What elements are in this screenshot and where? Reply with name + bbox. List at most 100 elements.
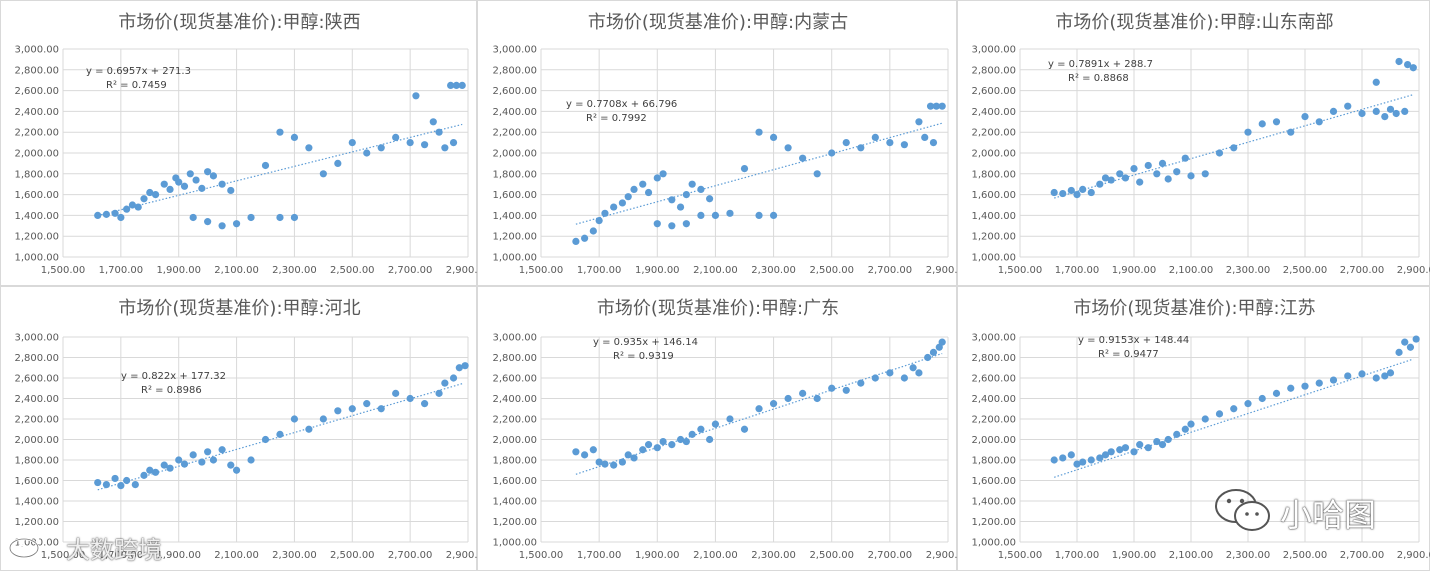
x-tick-label: 2,700.00 — [868, 265, 913, 276]
y-tick-label: 2,000.00 — [14, 149, 59, 160]
data-point — [1401, 338, 1409, 346]
r-squared: R² = 0.9477 — [1098, 349, 1159, 360]
data-point — [769, 133, 778, 141]
data-point — [189, 213, 197, 222]
x-tick-label: 2,700.00 — [868, 550, 913, 561]
data-point — [1244, 128, 1252, 136]
y-tick-label: 1,400.00 — [14, 211, 59, 222]
data-point — [828, 149, 836, 157]
y-tick-label: 3,000.00 — [492, 45, 537, 56]
data-point — [938, 338, 946, 346]
data-point — [688, 430, 696, 438]
data-point — [921, 133, 929, 141]
data-point — [276, 128, 284, 136]
data-point — [1144, 444, 1152, 452]
wechat-icon — [1212, 486, 1274, 540]
x-tick-label: 1,500.00 — [519, 550, 564, 561]
data-point — [392, 389, 400, 397]
data-point — [842, 139, 850, 147]
y-tick-label: 2,000.00 — [492, 149, 537, 160]
data-point — [769, 211, 778, 219]
data-point — [1315, 379, 1323, 387]
data-point — [1215, 149, 1224, 157]
scatter-chart: 市场价(现货基准价):甲醇:广东 1,000.00 1,200.00 1,400.00… — [492, 298, 958, 561]
r-squared: R² = 0.7459 — [106, 80, 167, 91]
data-point — [1136, 178, 1144, 186]
data-point — [1116, 446, 1124, 454]
y-tick-label: 2,200.00 — [14, 128, 59, 139]
y-tick-label: 2,400.00 — [971, 394, 1016, 405]
x-tick-label: 1,700.00 — [99, 550, 144, 561]
data-point — [435, 389, 443, 397]
y-tick-label: 2,400.00 — [971, 107, 1016, 118]
data-point — [1087, 456, 1095, 464]
data-point — [1101, 174, 1110, 182]
data-point — [232, 220, 241, 228]
y-tick-label: 1,600.00 — [14, 190, 59, 201]
data-point — [441, 379, 449, 387]
watermark-right: 小哈图 — [1280, 496, 1377, 534]
y-tick-label: 2,400.00 — [492, 394, 537, 405]
x-tick-label: 2,900.00 — [446, 550, 478, 561]
data-point — [697, 211, 705, 219]
scatter-chart: 市场价(现货基准价):甲醇:河北1,000.001,200.001,400.00… — [14, 298, 478, 561]
data-point — [601, 460, 609, 468]
data-point — [1230, 144, 1238, 152]
data-point — [1381, 113, 1389, 121]
data-point — [618, 458, 626, 466]
data-point — [458, 81, 466, 89]
data-point — [175, 456, 183, 464]
x-tick-label: 1,900.00 — [635, 265, 680, 276]
x-tick-label: 2,100.00 — [693, 550, 738, 561]
y-tick-label: 1,400.00 — [492, 497, 537, 508]
watermark-left: 大数跨境 — [66, 536, 162, 564]
data-point — [1287, 384, 1295, 392]
x-tick-label: 2,100.00 — [1169, 550, 1214, 561]
data-point — [886, 139, 894, 147]
data-point — [799, 154, 807, 162]
y-tick-label: 1,400.00 — [492, 211, 537, 222]
chart-panel-6: 市场价(现货基准价):甲醇:江苏 1,000.00 1,200.00 1,400.00… — [957, 286, 1430, 571]
data-point — [151, 468, 160, 476]
data-point — [218, 446, 226, 454]
data-point — [117, 482, 125, 490]
chart-panel-4: 市场价(现货基准价):甲醇:河北 1,000.00 1,200.00 1,400.00… — [0, 286, 478, 571]
x-tick-label: 2,900.00 — [1397, 265, 1430, 276]
x-tick-label: 1,700.00 — [1055, 550, 1100, 561]
y-tick-label: 1,200.00 — [971, 517, 1016, 528]
y-tick-label: 3,000.00 — [14, 45, 59, 56]
chart-panel-3: 市场价(现货基准价):甲醇:山东南部 1,000.00 1,200.00 1,400.… — [957, 0, 1430, 286]
y-tick-label: 2,600.00 — [14, 86, 59, 97]
y-tick-label: 1,000.00 — [971, 538, 1016, 549]
y-tick-label: 2,000.00 — [971, 435, 1016, 446]
y-tick-label: 1,600.00 — [971, 190, 1016, 201]
x-tick-label: 2,700.00 — [388, 265, 433, 276]
data-point — [447, 81, 455, 89]
trend-line — [1054, 358, 1414, 478]
data-point — [227, 461, 235, 469]
x-tick-label: 2,500.00 — [809, 550, 854, 561]
data-point — [1181, 154, 1189, 162]
data-point — [1050, 456, 1058, 464]
y-tick-label: 1,800.00 — [14, 456, 59, 467]
y-tick-label: 1,800.00 — [492, 456, 537, 467]
x-tick-label: 2,500.00 — [1283, 550, 1328, 561]
x-tick-label: 2,900.00 — [926, 265, 958, 276]
x-tick-label: 2,100.00 — [214, 550, 259, 561]
data-point — [175, 178, 183, 186]
data-point — [180, 182, 189, 190]
data-point — [624, 193, 632, 201]
data-point — [769, 400, 778, 408]
data-point — [1181, 425, 1189, 433]
y-tick-label: 3,000.00 — [971, 45, 1016, 56]
y-tick-label: 1,200.00 — [492, 232, 537, 243]
data-point — [929, 348, 938, 356]
data-point — [676, 203, 685, 211]
data-point — [421, 141, 429, 149]
data-point — [290, 415, 299, 423]
data-point — [1164, 175, 1172, 183]
data-point — [247, 213, 255, 222]
data-point — [581, 234, 589, 242]
data-point — [610, 203, 618, 211]
y-tick-label: 1,000.00 — [14, 253, 59, 264]
